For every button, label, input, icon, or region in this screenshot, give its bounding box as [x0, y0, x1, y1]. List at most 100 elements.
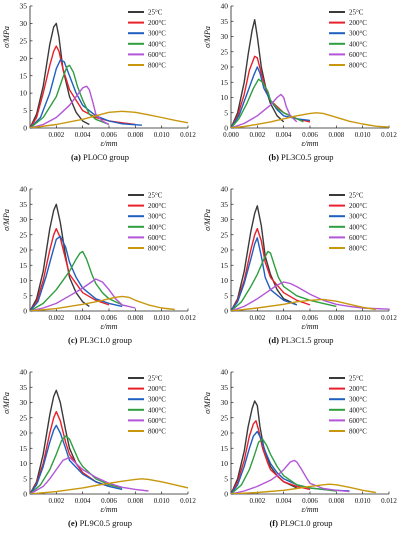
- y-axis-label: σ/MPa: [2, 392, 11, 414]
- legend-label: 25°C: [148, 9, 163, 17]
- panel-caption: (a) PL0C0 group: [0, 152, 200, 162]
- chart-panel-6: 0 5 10 15 20 25 30 35 40 0.002 0.004 0.006 0.008 0.01…: [203, 368, 397, 514]
- series-line-200C: [231, 420, 311, 494]
- y-axis-label: σ/MPa: [203, 209, 212, 231]
- y-tick-label: 25: [221, 47, 229, 56]
- legend-label: 600°C: [148, 417, 166, 425]
- legend-label: 25°C: [148, 375, 163, 383]
- series-line-300C: [30, 59, 142, 128]
- y-tick-label: 15: [20, 261, 28, 270]
- series-line-400C: [30, 64, 110, 128]
- legend-label: 400°C: [349, 40, 367, 48]
- x-tick-label: 0.012: [381, 131, 397, 139]
- legend-label: 800°C: [148, 245, 166, 253]
- panel-label: (b): [268, 152, 279, 162]
- y-tick-label: 10: [20, 276, 28, 285]
- legend-label: 300°C: [349, 30, 367, 38]
- y-tick-label: 25: [221, 413, 229, 422]
- legend-label: 600°C: [349, 234, 367, 242]
- series-line-300C: [30, 424, 123, 494]
- legend-label: 400°C: [349, 406, 367, 414]
- panel-caption-text: PL9C0.5 group: [77, 518, 132, 528]
- legend-label: 600°C: [148, 234, 166, 242]
- series-line-300C: [231, 237, 298, 311]
- x-tick-label: 0.002: [48, 497, 64, 505]
- series-line-600C: [30, 456, 149, 494]
- chart-panel-2: 0 5 10 15 20 25 30 35 40 0.000 0.002 0.004 0.006 0.00…: [203, 2, 397, 148]
- y-axis-label: σ/MPa: [2, 26, 11, 48]
- x-tick-label: 0.012: [381, 497, 397, 505]
- y-tick-label: 35: [20, 2, 28, 11]
- y-tick-label: 25: [221, 230, 229, 239]
- y-tick-label: 35: [20, 383, 28, 392]
- x-tick-label: 0.012: [180, 497, 196, 505]
- series-line-600C: [231, 93, 298, 128]
- legend-label: 25°C: [148, 192, 163, 200]
- legend-label: 300°C: [148, 30, 166, 38]
- panel-caption-text: PL3C0.5 group: [278, 152, 334, 162]
- y-tick-label: 10: [221, 276, 229, 285]
- series-line-400C: [231, 78, 304, 128]
- y-tick-label: 20: [221, 63, 229, 72]
- legend-label: 200°C: [349, 19, 367, 27]
- y-tick-label: 30: [20, 19, 28, 28]
- y-tick-label: 15: [221, 78, 229, 87]
- y-tick-label: 10: [20, 89, 28, 98]
- x-axis-label: ε/mm: [101, 139, 118, 148]
- y-tick-label: 5: [23, 106, 27, 115]
- series-line-400C: [231, 250, 337, 311]
- y-tick-label: 30: [20, 215, 28, 224]
- x-tick-label: 0.008: [127, 497, 143, 505]
- legend-label: 300°C: [349, 213, 367, 221]
- legend-label: 800°C: [148, 428, 166, 436]
- x-tick-label: 0.004: [276, 131, 292, 139]
- y-axis-label: σ/MPa: [203, 26, 212, 48]
- panel-caption: (c) PL3C1.0 group: [0, 335, 200, 345]
- y-tick-label: 15: [221, 444, 229, 453]
- chart-panel-3: 0 5 10 15 20 25 30 35 40 0.002 0.004 0.006 0.008 0.01…: [2, 185, 196, 331]
- y-tick-label: 5: [224, 474, 228, 483]
- legend-label: 200°C: [349, 202, 367, 210]
- series-line-200C: [231, 55, 311, 128]
- x-tick-label: 0.010: [154, 131, 170, 139]
- series-line-600C: [30, 278, 136, 311]
- legend-label: 800°C: [148, 62, 166, 70]
- y-tick-label: 20: [20, 429, 28, 438]
- x-tick-label: 0.006: [101, 314, 117, 322]
- legend-label: 25°C: [349, 375, 364, 383]
- y-tick-label: 20: [20, 54, 28, 63]
- x-tick-label: 0.012: [381, 314, 397, 322]
- x-axis-label: ε/mm: [302, 505, 319, 514]
- legend-label: 800°C: [349, 62, 367, 70]
- legend-label: 800°C: [349, 245, 367, 253]
- x-tick-label: 0.002: [48, 314, 64, 322]
- y-axis-label: σ/MPa: [203, 392, 212, 414]
- legend-label: 600°C: [148, 51, 166, 59]
- x-tick-label: 0.004: [276, 497, 292, 505]
- legend-label: 300°C: [148, 396, 166, 404]
- x-axis-label: ε/mm: [302, 322, 319, 331]
- x-tick-label: 0.004: [75, 314, 91, 322]
- chart-panel-5: 0 5 10 15 20 25 30 35 40 0.002 0.004 0.006 0.008 0.01…: [2, 368, 196, 514]
- x-tick-label: 0.008: [127, 314, 143, 322]
- legend-label: 800°C: [349, 428, 367, 436]
- chart-panel-1: 0 5 10 15 20 25 30 35 0.002 0.004 0.006 0.008 0.010 0…: [2, 2, 196, 148]
- y-axis-label: σ/MPa: [2, 209, 11, 231]
- series-line-200C: [30, 227, 110, 311]
- panel-caption: (d) PL3C1.5 group: [201, 335, 401, 345]
- series-line-800C: [30, 295, 175, 311]
- x-axis-label: ε/mm: [101, 322, 118, 331]
- legend-label: 600°C: [349, 417, 367, 425]
- y-tick-label: 10: [221, 93, 229, 102]
- y-tick-label: 20: [221, 429, 229, 438]
- y-tick-label: 10: [221, 459, 229, 468]
- x-tick-label: 0.002: [249, 497, 265, 505]
- x-tick-label: 0.012: [180, 314, 196, 322]
- y-tick-label: 5: [23, 474, 27, 483]
- y-tick-label: 0: [224, 307, 228, 316]
- x-tick-label: 0.006: [101, 497, 117, 505]
- panel-label: (e): [68, 518, 78, 528]
- y-tick-label: 15: [221, 261, 229, 270]
- legend-label: 25°C: [349, 9, 364, 17]
